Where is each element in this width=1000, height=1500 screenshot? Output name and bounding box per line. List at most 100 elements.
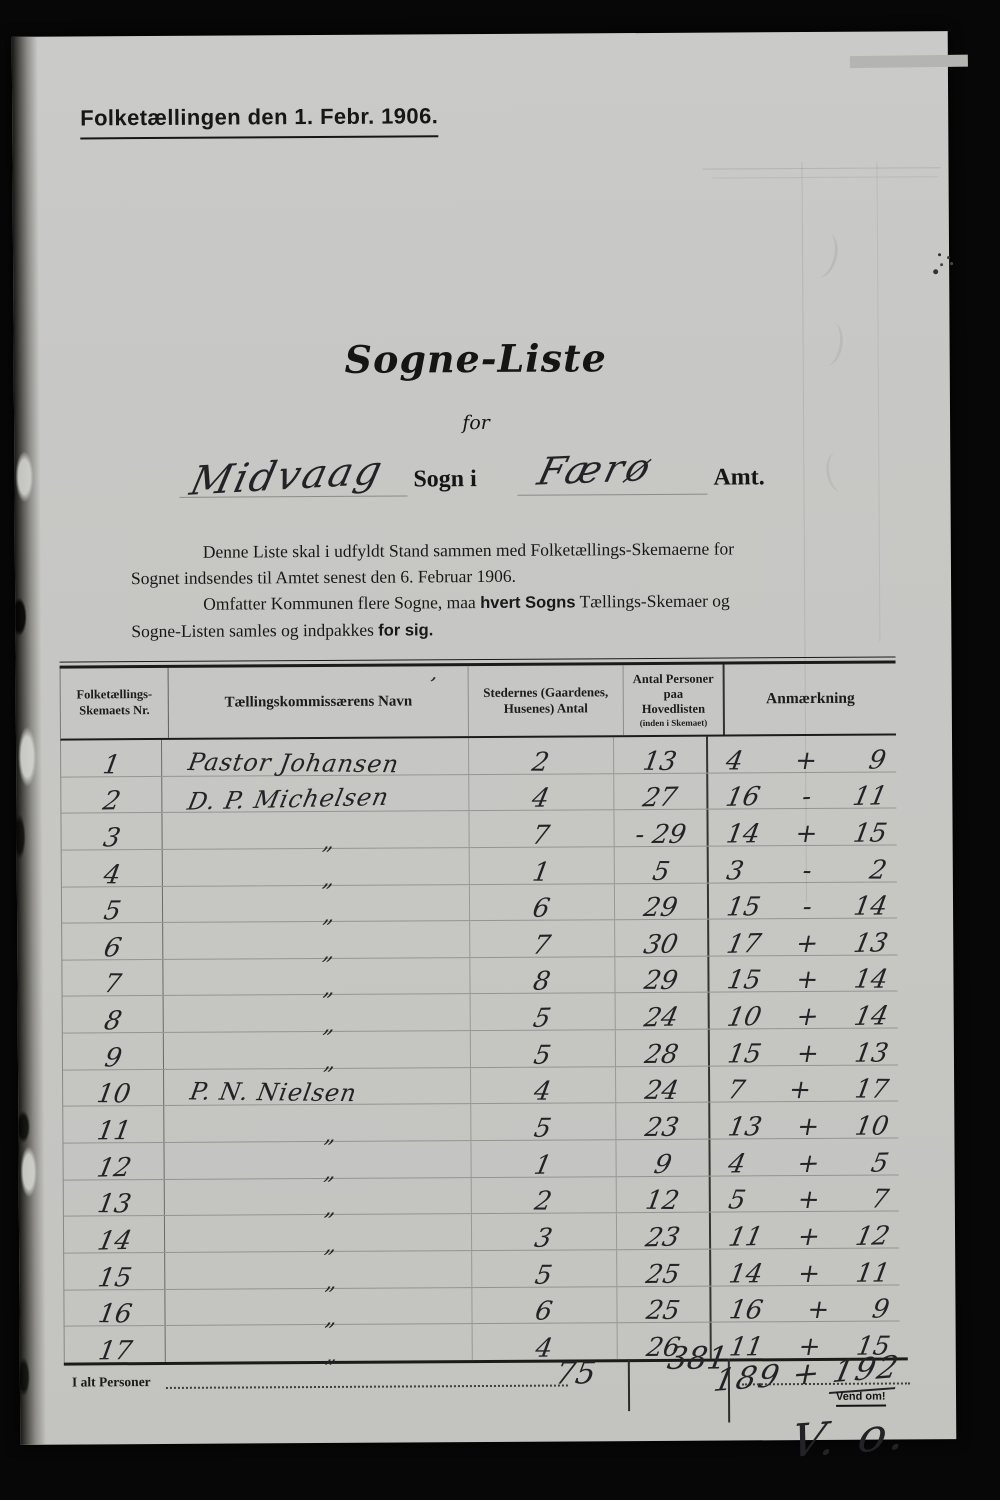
table-cell: 7	[62, 959, 164, 1000]
table-cell: 2	[468, 737, 614, 777]
document-header: Folketællingen den 1. Febr. 1906.	[80, 103, 439, 140]
table-cell: 15	[64, 1252, 166, 1293]
column-header-skemaets-nr: Folketællings- Skemaets Nr.	[60, 667, 170, 739]
column-header-stedernes-antal: Stedernes (Gaardenes, Husenes) Antal	[468, 665, 624, 737]
table-row: 2 D. P. Michelsen 4 27 16 - 11	[61, 772, 897, 817]
table-cell: 4 +5	[711, 1139, 899, 1179]
personer-count-handwritten: 24	[643, 1076, 682, 1107]
row-number-handwritten: 15	[95, 1262, 134, 1293]
table-cell: 3	[61, 813, 163, 853]
steder-count-handwritten: 5	[533, 1260, 555, 1291]
table-cell: 25	[616, 1249, 712, 1290]
table-cell: 27	[613, 773, 709, 814]
personer-count-handwritten: 24	[641, 1002, 682, 1034]
table-row: 4 „ 1 5 3 - 2	[61, 845, 897, 892]
table-cell: 5	[61, 886, 164, 927]
table-cell: „	[163, 957, 471, 1002]
anm-left-handwritten: 14	[727, 1258, 766, 1290]
row-number-handwritten: 10	[94, 1079, 133, 1110]
steder-count-handwritten: 4	[531, 1076, 554, 1108]
table-cell: 11 +12	[711, 1212, 899, 1253]
table-cell: 9	[615, 1139, 712, 1180]
personer-count-handwritten: 23	[643, 1222, 683, 1254]
table-cell: 4	[470, 1066, 616, 1108]
table-cell: 15 - 14	[709, 882, 897, 923]
table-row: 17 „ 4 26 11 +15	[64, 1322, 900, 1368]
table-row: 11 „ 5 23 13 +10	[63, 1101, 899, 1148]
anm-left-handwritten: 15	[725, 1039, 764, 1070]
row-number-handwritten: 7	[101, 969, 124, 1000]
table-row: 6 „ 7 30 17 +13	[62, 918, 898, 965]
steder-count-handwritten: 4	[533, 1333, 556, 1364]
bleedthrough-hline	[712, 176, 938, 179]
table-cell: 11	[63, 1106, 165, 1146]
amt-name-handwritten: Færø	[533, 444, 658, 494]
table-cell: Pastor Johansen	[162, 738, 469, 779]
bleedthrough-hline	[702, 167, 941, 170]
table-cell: 4 +9	[708, 735, 896, 776]
amt-label: Amt.	[713, 464, 765, 491]
vo-handwritten: V. o.	[786, 1405, 914, 1469]
steder-count-handwritten: 2	[532, 1186, 555, 1218]
anm-left-handwritten: 7	[725, 1075, 748, 1106]
table-cell: 5	[471, 1250, 617, 1291]
anm-right-handwritten: 2	[867, 855, 890, 886]
table-cell: „	[165, 1287, 473, 1331]
row-number-handwritten: 17	[95, 1336, 134, 1367]
row-number-handwritten: 13	[94, 1189, 134, 1220]
steder-count-handwritten: 8	[531, 967, 553, 998]
table-row: 10 P. N. Nielsen 4 24 7 +17	[63, 1065, 899, 1110]
table-cell: 2	[61, 776, 163, 817]
anm-sign-handwritten: -	[800, 892, 815, 923]
personer-count-handwritten: 5	[649, 856, 672, 887]
table-cell: D. P. Michelsen	[162, 774, 470, 816]
personer-count-handwritten: 28	[642, 1039, 681, 1070]
steder-count-handwritten: 5	[532, 1113, 554, 1144]
totals-row: I alt Personer 75 381 189 + 192	[64, 1341, 910, 1425]
anm-left-handwritten: 14	[724, 819, 763, 850]
table-cell: „	[163, 921, 470, 965]
table-cell: 10 +14	[710, 992, 898, 1033]
table-header-row: ’ Folketællings- Skemaets Nr. Tællingsko…	[59, 663, 896, 741]
steder-count-handwritten: 6	[530, 893, 553, 924]
table-cell: 7 +17	[710, 1065, 898, 1106]
table-cell: 13	[613, 736, 709, 777]
page-title: Sogne-Liste	[344, 335, 607, 382]
table-cell: 17	[64, 1326, 167, 1367]
table-cell: 5 +7	[711, 1175, 899, 1216]
instruction-line: Sogne-Listen samles og indpakkes for sig…	[131, 619, 434, 642]
totals-label: I alt Personer	[71, 1374, 151, 1390]
anm-sign-handwritten: +	[793, 928, 822, 960]
anm-left-handwritten: 16	[723, 782, 763, 814]
table-cell: 1	[61, 739, 163, 780]
title-for: for	[462, 411, 490, 435]
table-cell: 3	[471, 1213, 617, 1254]
table-cell: 12	[63, 1143, 165, 1183]
table-cell: 23	[615, 1103, 711, 1143]
table-cell: 23	[616, 1212, 712, 1254]
table-cell: 24	[615, 1066, 711, 1107]
table-cell: „	[162, 848, 470, 892]
table-cell: 5	[614, 846, 710, 887]
anm-right-handwritten: 13	[850, 928, 891, 959]
sogn-label: Sogn i	[413, 466, 477, 493]
steder-count-handwritten: 7	[530, 820, 552, 851]
table-cell: 5	[470, 993, 616, 1034]
table-cell: „	[165, 1324, 473, 1368]
table-row: 15 „ 5 25 14 +11	[64, 1248, 900, 1295]
anm-right-handwritten: 15	[850, 818, 890, 849]
anm-sign-handwritten: -	[800, 855, 814, 886]
anm-sign-handwritten: -	[799, 782, 815, 813]
table-cell: „	[164, 1177, 472, 1221]
anm-sign-handwritten: +	[793, 1001, 822, 1033]
table-cell: „	[164, 1141, 472, 1185]
anm-right-handwritten: 12	[852, 1221, 893, 1253]
table-cell: 5	[470, 1030, 616, 1070]
table-cell: „	[164, 1104, 472, 1148]
commissioner-name-handwritten: Pastor Johansen	[186, 747, 402, 779]
personer-count-handwritten: 29	[641, 893, 681, 924]
table-cell: „	[162, 811, 470, 855]
bleedthrough-mark	[823, 450, 855, 494]
anm-left-handwritten: 17	[724, 928, 764, 960]
table-cell: - 29	[613, 809, 710, 850]
